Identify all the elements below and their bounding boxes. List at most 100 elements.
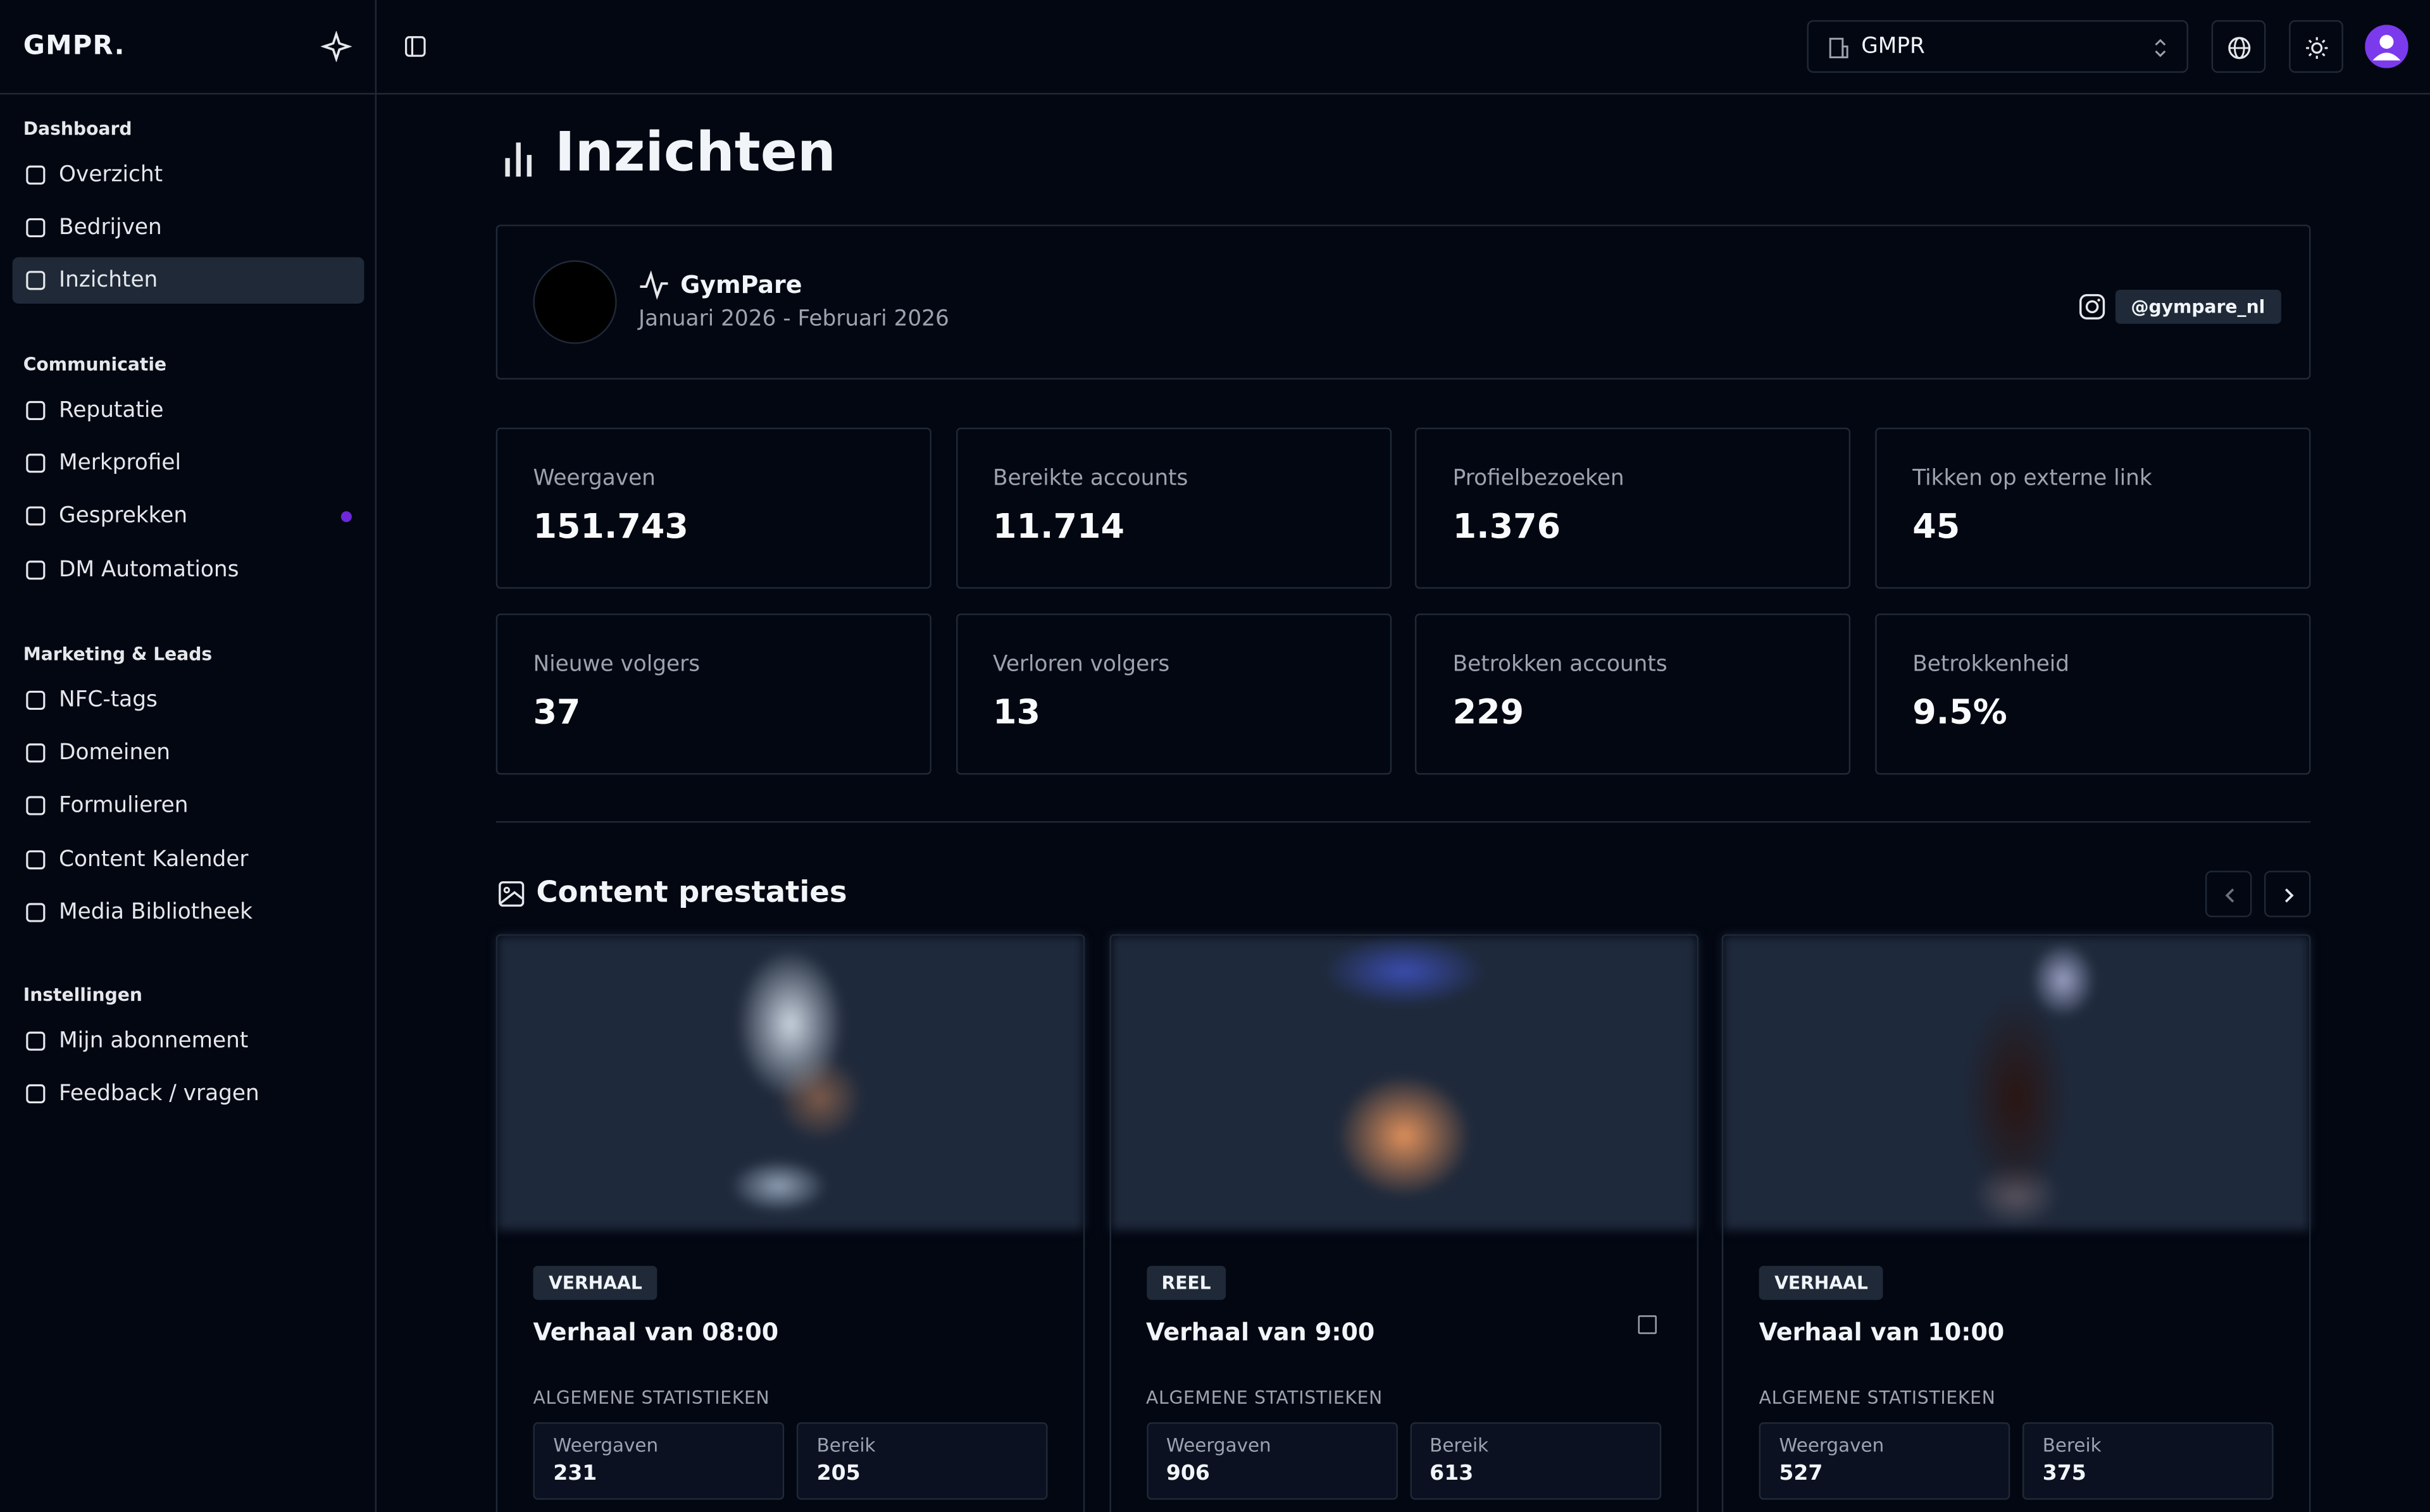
menu-item[interactable]: Bedrijven bbox=[13, 205, 364, 251]
metric-box: Bereik 375 bbox=[2022, 1422, 2274, 1500]
main: Inzichten GymPare Januari 2026 - Februar… bbox=[377, 94, 2430, 1512]
menu-icon bbox=[26, 218, 46, 238]
menu-item[interactable]: Domeinen bbox=[13, 730, 364, 776]
menu-item[interactable]: Feedback / vragen bbox=[13, 1071, 364, 1117]
menu-item[interactable]: Formulieren bbox=[13, 783, 364, 829]
menu-item[interactable]: Reputatie bbox=[13, 387, 364, 433]
instagram-handle[interactable]: @gympare_nl bbox=[2115, 289, 2281, 324]
metric-box: Bereik 613 bbox=[1409, 1422, 1661, 1500]
section-title: Marketing & Leads bbox=[23, 643, 213, 665]
menu-item[interactable]: Overzicht bbox=[13, 152, 364, 198]
building-icon bbox=[1829, 37, 1848, 59]
stat-card: Tikken op externe link 45 bbox=[1875, 427, 2311, 589]
post-image bbox=[1723, 936, 2309, 1230]
organization-name: GMPR bbox=[1861, 34, 1925, 59]
metric-label: Bereik bbox=[816, 1434, 876, 1457]
ai-icon[interactable] bbox=[320, 30, 352, 62]
profile-name: GymPare bbox=[680, 271, 802, 299]
profile-avatar bbox=[533, 260, 617, 344]
menu-label: Bedrijven bbox=[59, 215, 162, 241]
sidebar-toggle[interactable] bbox=[404, 35, 426, 57]
post-card[interactable]: REEL Verhaal van 9:00 ALGEMENE STATISTIEKE… bbox=[1109, 934, 1698, 1512]
menu-icon bbox=[26, 850, 46, 869]
unread-dot bbox=[340, 512, 352, 523]
menu-label: Inzichten bbox=[59, 268, 158, 294]
menu-label: Overzicht bbox=[59, 163, 163, 188]
menu-item[interactable]: NFC-tags bbox=[13, 677, 364, 723]
theme-button[interactable] bbox=[2289, 20, 2343, 73]
post-title: Verhaal van 10:00 bbox=[1759, 1318, 2005, 1347]
post-image bbox=[1110, 936, 1697, 1230]
image-icon bbox=[499, 881, 525, 907]
menu-label: Media Bibliotheek bbox=[59, 900, 252, 925]
post-type: VERHAAL bbox=[533, 1265, 658, 1300]
post-section: ALGEMENE STATISTIEKEN bbox=[1759, 1386, 1996, 1409]
post-type: VERHAAL bbox=[1759, 1265, 1884, 1300]
section-title: Dashboard bbox=[23, 118, 132, 140]
menu-item[interactable]: Inzichten bbox=[12, 257, 364, 304]
stat-label: Betrokkenheid bbox=[1912, 652, 2070, 678]
metric-value: 231 bbox=[553, 1461, 597, 1486]
sidebar: Dashboard Overzicht Bedrijven Inzichten Comm… bbox=[0, 0, 377, 1512]
menu-icon bbox=[26, 271, 46, 291]
stat-card: Weergaven 151.743 bbox=[495, 427, 932, 589]
stat-card: Betrokken accounts 229 bbox=[1415, 613, 1852, 775]
profile-card: GymPare Januari 2026 - Februari 2026 @gy… bbox=[495, 225, 2311, 380]
menu-label: Content Kalender bbox=[59, 846, 249, 872]
language-button[interactable] bbox=[2211, 20, 2266, 73]
stat-value: 9.5% bbox=[1912, 694, 2007, 733]
menu-icon bbox=[26, 902, 46, 922]
next-button[interactable] bbox=[2264, 871, 2311, 917]
previous-button[interactable] bbox=[2205, 871, 2252, 917]
stat-label: Profielbezoeken bbox=[1452, 466, 1624, 492]
stat-label: Weergaven bbox=[533, 466, 656, 492]
stat-label: Tikken op externe link bbox=[1912, 466, 2152, 492]
sun-icon bbox=[2306, 37, 2328, 59]
menu-icon bbox=[26, 560, 46, 579]
menu-item[interactable]: Mijn abonnement bbox=[13, 1018, 364, 1064]
post-card[interactable]: VERHAAL Verhaal van 10:00 ALGEMENE STATIST… bbox=[1721, 934, 2311, 1512]
menu-item[interactable]: Merkprofiel bbox=[13, 440, 364, 486]
metric-box: Weergaven 906 bbox=[1146, 1422, 1397, 1500]
stat-value: 1.376 bbox=[1452, 508, 1561, 547]
section-title: Instellingen bbox=[23, 984, 142, 1006]
menu-icon bbox=[26, 454, 46, 473]
metric-box: Weergaven 527 bbox=[1759, 1422, 2010, 1500]
metric-label: Weergaven bbox=[553, 1434, 659, 1457]
metric-value: 527 bbox=[1779, 1461, 1823, 1486]
section-title: Communicatie bbox=[23, 353, 167, 375]
menu-icon bbox=[26, 743, 46, 763]
stat-card: Verloren volgers 13 bbox=[956, 613, 1392, 775]
avatar[interactable] bbox=[2365, 25, 2408, 68]
menu-icon bbox=[26, 690, 46, 710]
divider bbox=[495, 821, 2311, 823]
menu-label: NFC-tags bbox=[59, 688, 158, 713]
stat-card: Nieuwe volgers 37 bbox=[495, 613, 932, 775]
stat-value: 151.743 bbox=[533, 508, 688, 547]
stat-value: 37 bbox=[533, 694, 581, 733]
metric-value: 205 bbox=[816, 1461, 861, 1486]
external-link[interactable] bbox=[1637, 1315, 1656, 1334]
stat-value: 13 bbox=[993, 694, 1041, 733]
sidebar-header: GMPR. bbox=[0, 0, 375, 95]
logo[interactable]: GMPR. bbox=[23, 30, 125, 62]
menu-label: Domeinen bbox=[59, 741, 171, 766]
menu-item[interactable]: Content Kalender bbox=[13, 836, 364, 882]
menu-item[interactable]: Media Bibliotheek bbox=[13, 889, 364, 935]
menu-icon bbox=[26, 400, 46, 421]
metric-label: Bereik bbox=[2042, 1434, 2102, 1457]
organization-select[interactable]: GMPR bbox=[1807, 20, 2188, 73]
menu-item[interactable]: Gesprekken bbox=[13, 493, 364, 540]
stat-card: Bereikte accounts 11.714 bbox=[956, 427, 1392, 589]
metric-label: Weergaven bbox=[1166, 1434, 1271, 1457]
post-card[interactable]: VERHAAL Verhaal van 08:00 ALGEMENE STATIST… bbox=[495, 934, 1085, 1512]
metric-value: 375 bbox=[2042, 1461, 2086, 1486]
menu-icon bbox=[26, 796, 46, 816]
stat-value: 11.714 bbox=[993, 508, 1125, 547]
page-title: Inzichten bbox=[554, 122, 836, 185]
globe-icon bbox=[2228, 37, 2251, 59]
metric-label: Weergaven bbox=[1779, 1434, 1885, 1457]
menu-item[interactable]: DM Automations bbox=[13, 546, 364, 592]
menu-icon bbox=[26, 507, 46, 526]
